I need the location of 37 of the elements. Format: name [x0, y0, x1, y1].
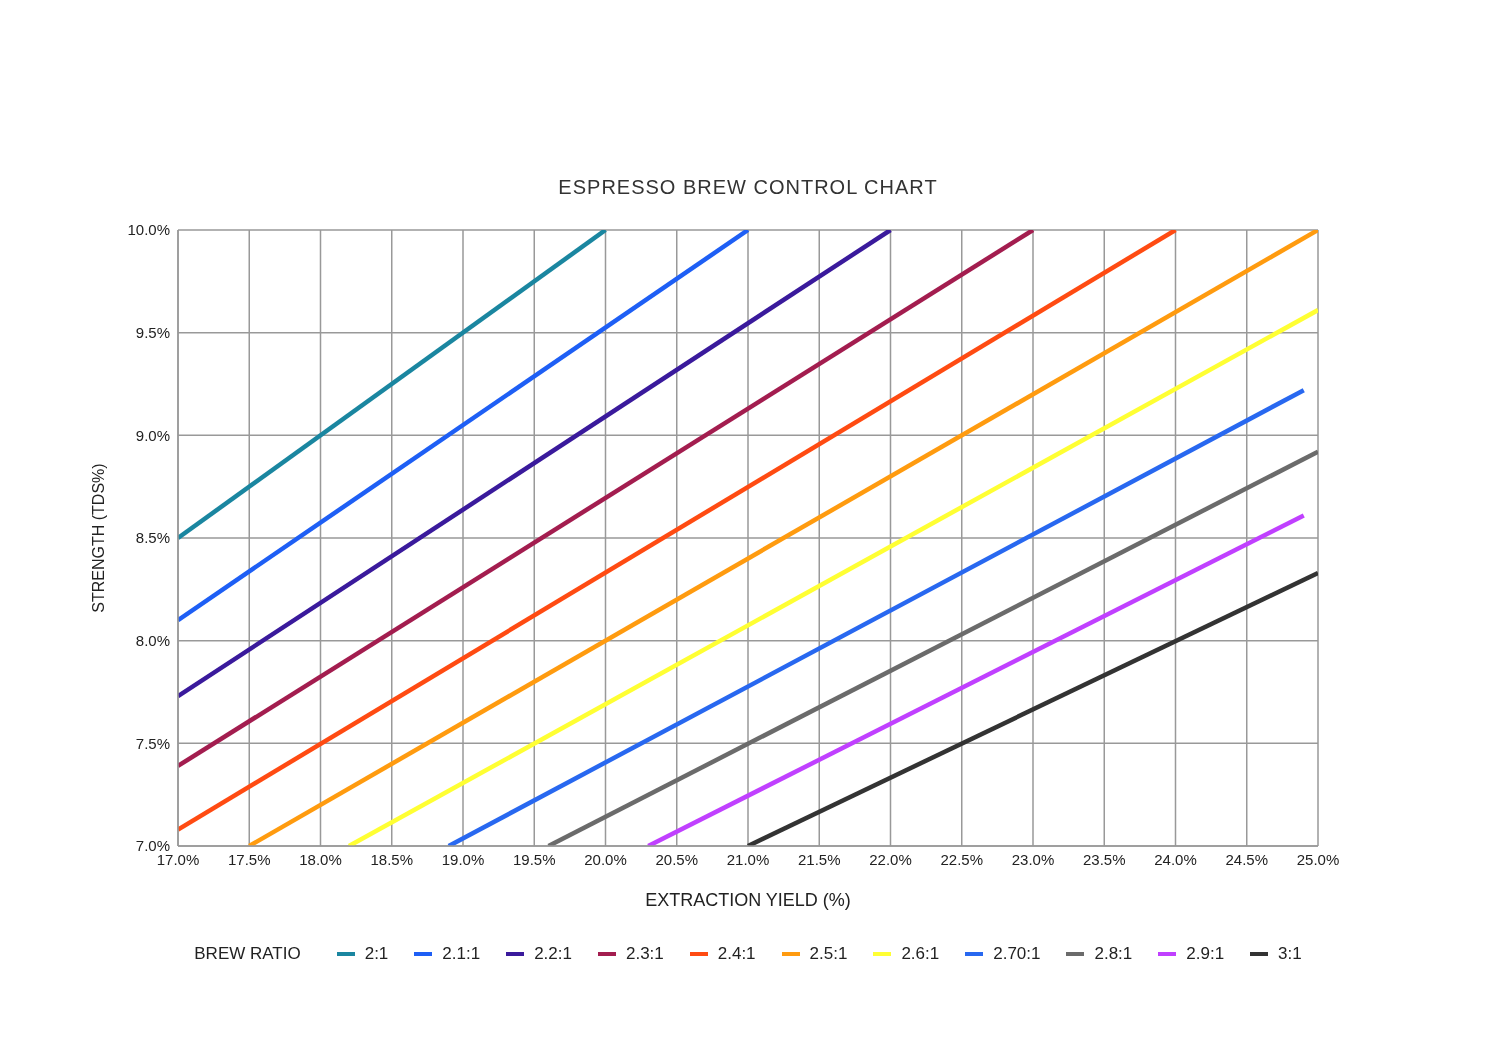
chart-title: ESPRESSO BREW CONTROL CHART	[557, 175, 939, 200]
legend-label: 2.6:1	[901, 944, 940, 964]
x-tick-label: 24.5%	[1225, 850, 1269, 868]
legend-label: 2.3:1	[625, 944, 664, 964]
x-tick-label: 20.0%	[584, 850, 627, 868]
x-tick-label: 22.5%	[940, 850, 984, 868]
x-tick-label: 20.5%	[655, 850, 699, 868]
y-tick-label: 8.0%	[135, 631, 170, 649]
x-tick-label: 21.0%	[726, 850, 770, 868]
x-tick-label: 25.0%	[1296, 850, 1340, 868]
x-tick-label: 18.0%	[299, 850, 342, 868]
x-axis-title: EXTRACTION YIELD (%)	[645, 890, 851, 910]
legend-label: 2.1:1	[442, 944, 481, 964]
y-tick-label: 7.5%	[135, 734, 170, 752]
y-tick-label: 8.5%	[135, 529, 170, 547]
legend-label: 3:1	[1278, 944, 1302, 964]
legend-label: 2.70:1	[993, 944, 1041, 964]
legend-label: 2.4:1	[717, 944, 756, 964]
x-tick-label: 23.0%	[1011, 850, 1055, 868]
x-tick-label: 19.5%	[512, 850, 556, 868]
y-tick-label: 9.0%	[135, 426, 170, 444]
x-tick-label: 18.5%	[370, 850, 414, 868]
x-tick-label: 22.0%	[869, 850, 912, 868]
x-tick-label: 23.5%	[1082, 850, 1126, 868]
y-tick-label: 10.0%	[127, 221, 170, 239]
x-tick-label: 21.5%	[797, 850, 841, 868]
legend-label: 2:1	[364, 944, 389, 964]
legend-label: 2.8:1	[1094, 944, 1133, 964]
y-axis-title: STRENGTH (TDS%)	[89, 463, 107, 613]
legend-label: 2.9:1	[1186, 944, 1225, 964]
x-tick-label: 19.0%	[441, 850, 485, 868]
legend-label: 2.2:1	[534, 944, 572, 964]
y-tick-label: 9.5%	[135, 323, 170, 341]
legend-label: 2.5:1	[809, 944, 848, 964]
x-tick-label: 24.0%	[1154, 850, 1197, 868]
legend-title: BREW RATIO	[194, 944, 301, 964]
x-tick-label: 17.5%	[227, 850, 271, 868]
